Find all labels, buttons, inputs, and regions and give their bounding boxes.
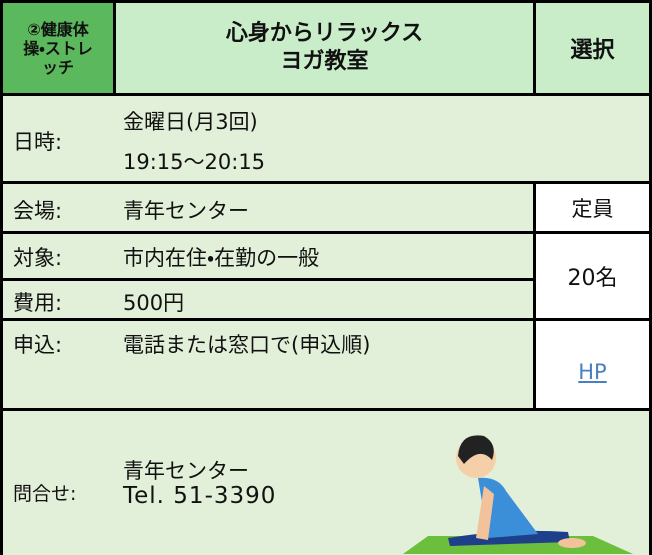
value: 500円: [123, 291, 185, 315]
label: 対象:: [13, 246, 63, 270]
title-cell: 心身からリラックス ヨガ教室: [116, 3, 533, 93]
arm: [476, 486, 494, 540]
label: 日時:: [13, 130, 63, 154]
schedule-row: 日時: 金曜日(月3回) 19:15～20:15: [3, 96, 649, 181]
shirt: [478, 477, 538, 538]
title-line: 心身からリラックス: [225, 21, 424, 46]
value: 金曜日(月3回): [123, 110, 258, 134]
yoga-illustration: [403, 435, 633, 554]
label: 会場:: [13, 199, 63, 223]
label: 申込:: [13, 333, 63, 357]
hair: [458, 435, 494, 464]
title-line: ヨガ教室: [280, 49, 369, 74]
value: 市内在住・在勤の一般: [123, 246, 320, 270]
value: 電話または窓口で(申込順): [123, 333, 371, 357]
value: Tel. 51-3390: [123, 483, 277, 509]
capacity-label: 定員: [536, 184, 649, 231]
fee-row: 費用: 500円: [3, 281, 533, 318]
label: 問合せ:: [13, 483, 77, 505]
value: 青年センター: [123, 199, 249, 223]
label: 費用:: [13, 291, 63, 315]
hp-cell: HP: [536, 321, 649, 408]
contact-row: 問合せ: 青年センター Tel. 51-3390: [3, 411, 649, 555]
select[interactable]: 選択: [536, 3, 649, 93]
value: 青年センター: [123, 459, 249, 483]
category: ②健康体操・ストレッチ: [23, 19, 93, 77]
target-row: 対象: 市内在住・在勤の一般: [3, 234, 533, 278]
value: 19:15～20:15: [123, 150, 266, 174]
apply-row: 申込: 電話または窓口で(申込順): [3, 321, 533, 408]
category-cell: ②健康体操・ストレッチ: [3, 3, 113, 93]
feet: [558, 538, 586, 548]
hp-link[interactable]: HP: [578, 359, 607, 384]
venue-row: 会場: 青年センター: [3, 184, 533, 231]
capacity-value: 20名: [536, 234, 649, 318]
